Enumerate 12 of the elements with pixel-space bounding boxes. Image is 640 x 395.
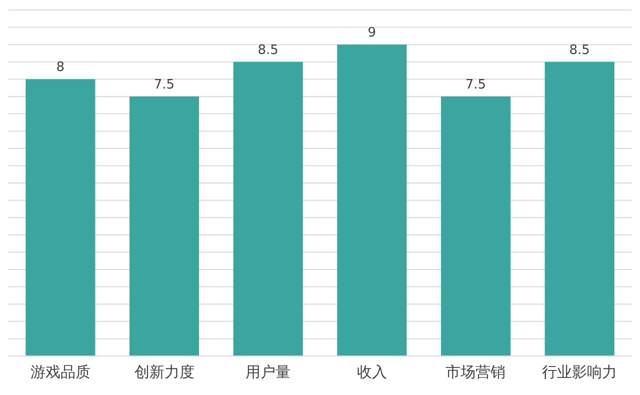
x-tick-label: 收入 bbox=[356, 363, 387, 381]
data-label: 7.5 bbox=[154, 78, 175, 92]
x-tick-label: 行业影响力 bbox=[542, 363, 618, 381]
x-tick-label: 用户量 bbox=[246, 363, 291, 381]
x-tick-label: 创新力度 bbox=[134, 363, 194, 381]
data-label: 8.5 bbox=[258, 42, 278, 58]
data-label: 9 bbox=[368, 26, 376, 41]
x-tick-label: 市场营销 bbox=[446, 363, 506, 381]
data-label: 8.5 bbox=[569, 42, 590, 58]
data-label: 7.5 bbox=[465, 78, 486, 92]
data-label: 8 bbox=[56, 60, 65, 76]
x-tick-label: 游戏品质 bbox=[30, 363, 90, 381]
